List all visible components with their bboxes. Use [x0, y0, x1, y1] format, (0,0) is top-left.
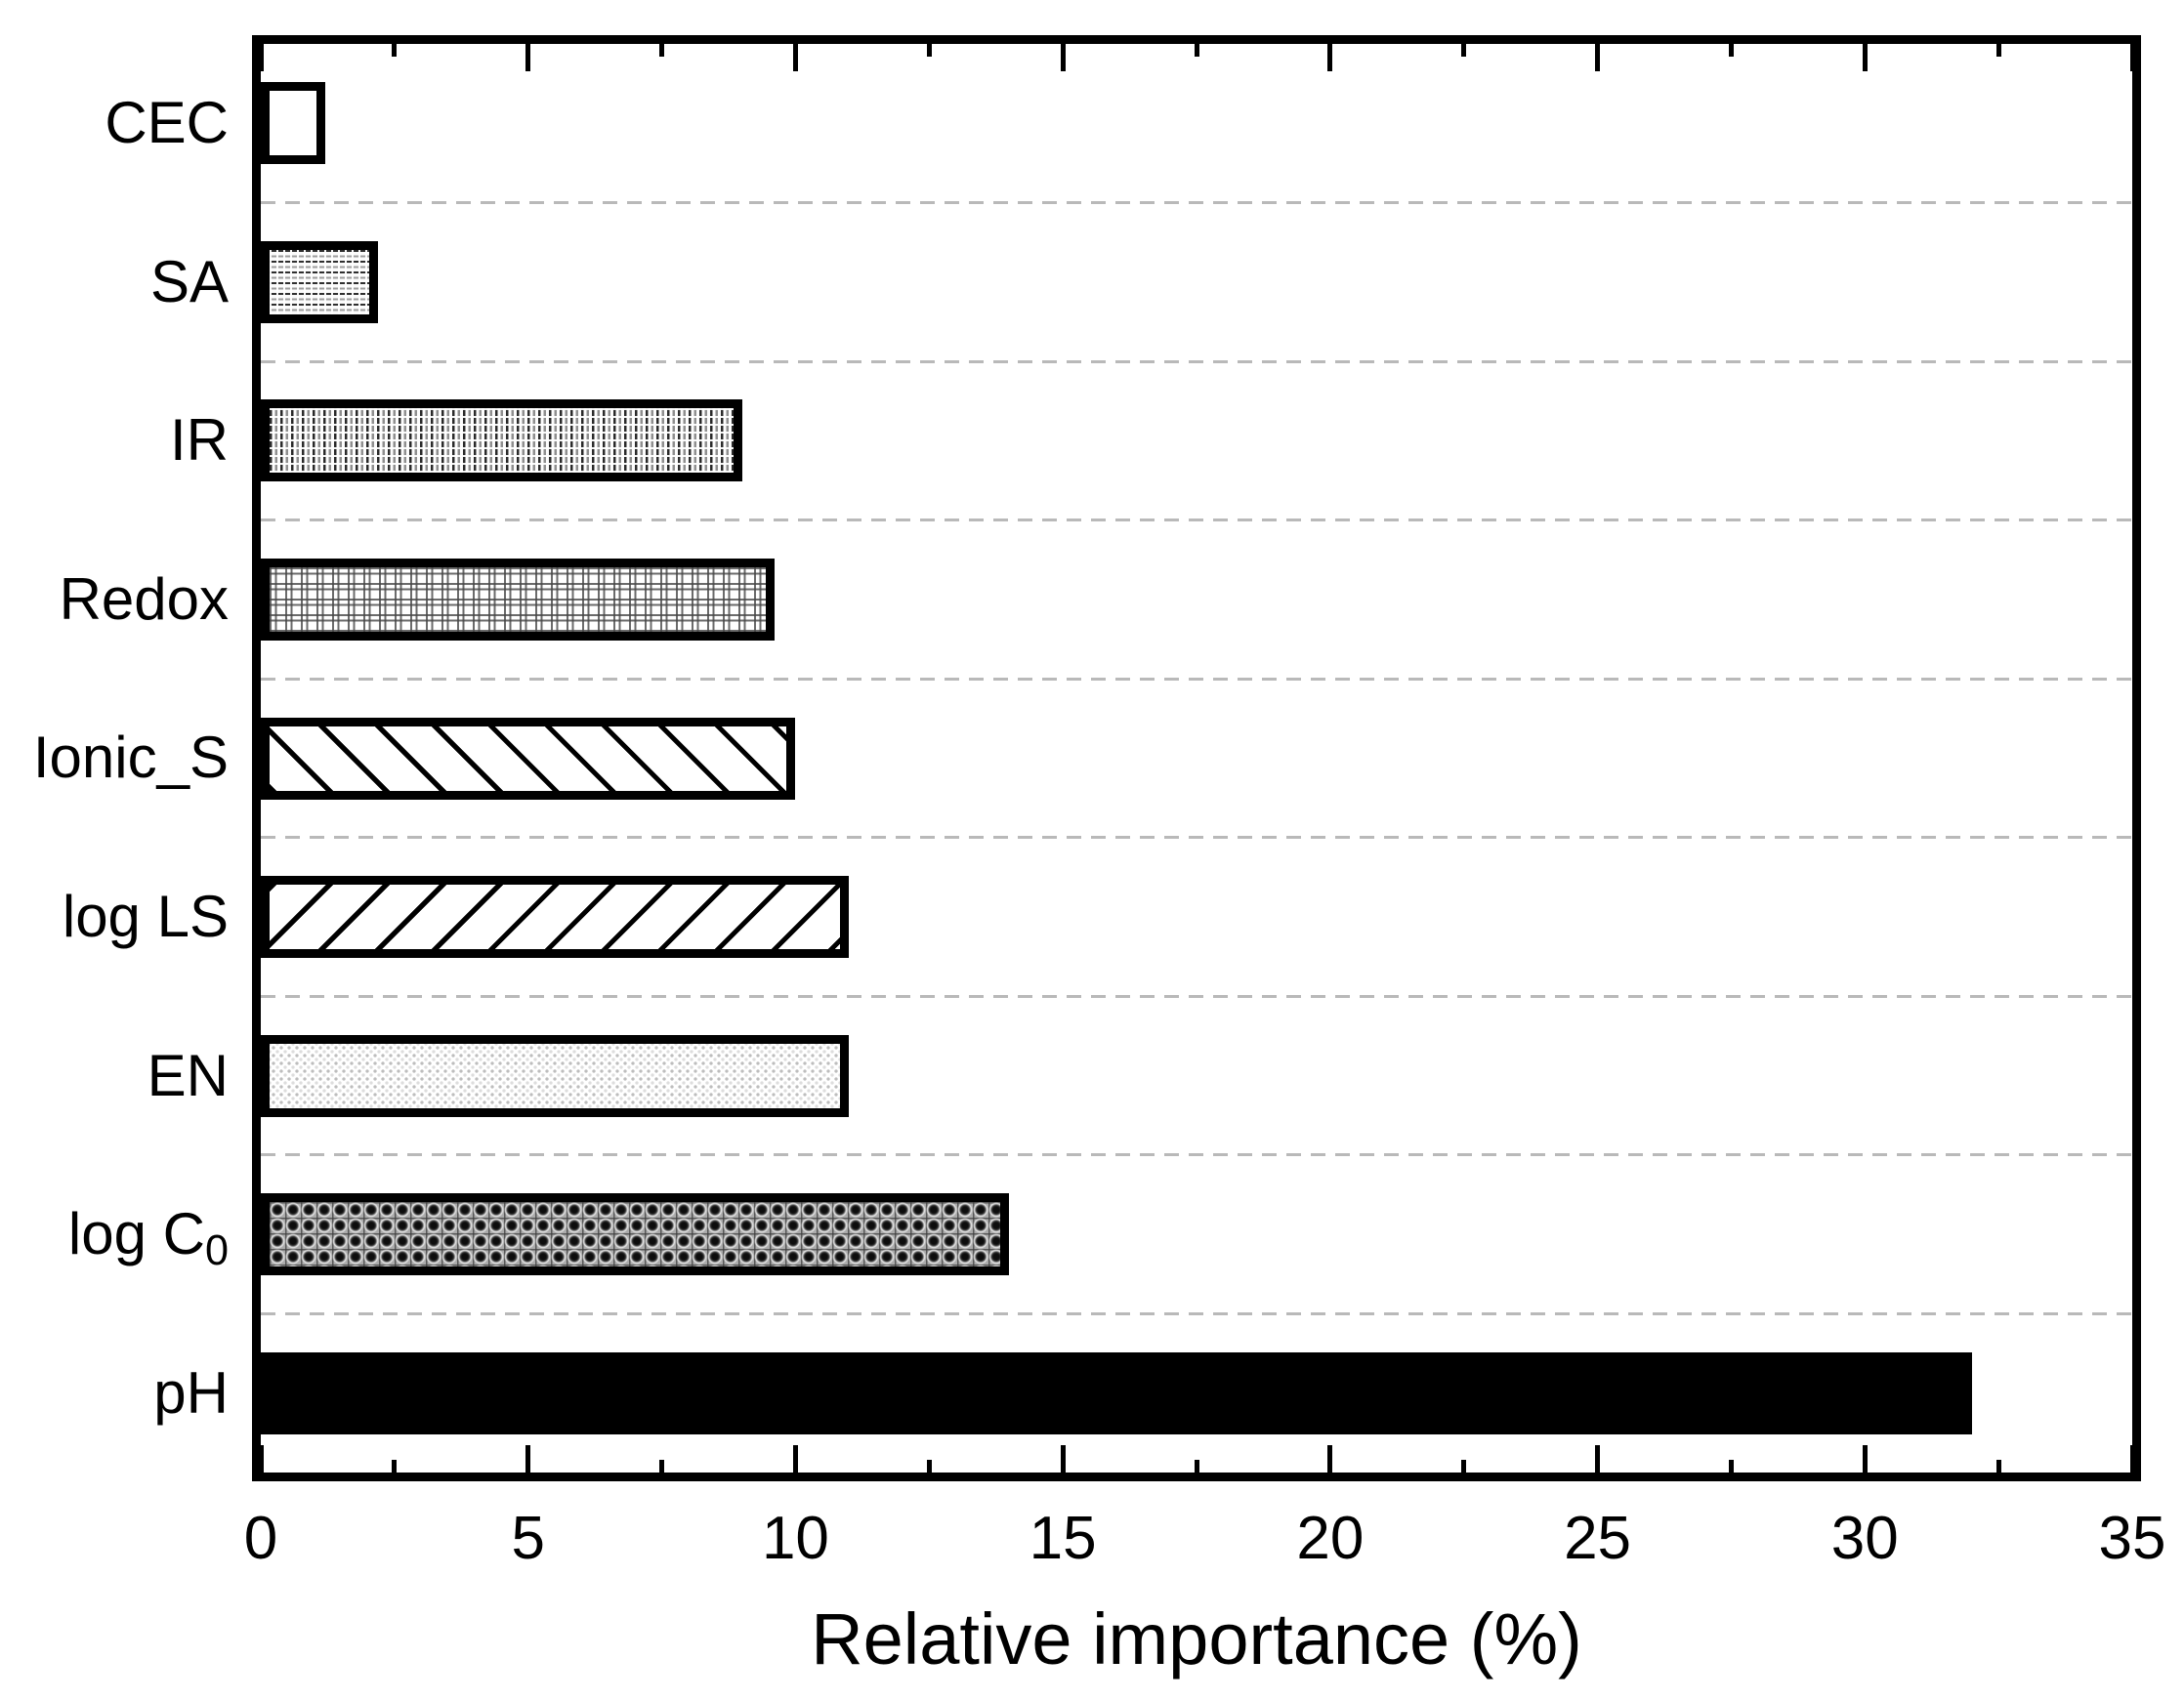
x-axis-major-tick — [261, 44, 264, 71]
category-label: Ionic_S — [0, 679, 229, 838]
x-axis-major-tick — [1595, 1445, 1601, 1473]
x-axis-major-tick — [525, 1445, 531, 1473]
category-label-subscript: 0 — [204, 1226, 229, 1274]
category-label-text: CEC — [105, 90, 229, 156]
x-axis-major-tick — [261, 1445, 264, 1473]
band-separator-line — [261, 677, 2132, 681]
x-axis-minor-tick — [659, 1460, 665, 1473]
bar-log-ls — [261, 876, 849, 959]
x-axis-major-tick — [1862, 1445, 1868, 1473]
x-tick-label: 20 — [1296, 1505, 1365, 1572]
x-axis-major-tick — [1060, 1445, 1066, 1473]
band-separator-line — [261, 359, 2132, 363]
x-axis-major-tick — [792, 44, 798, 71]
band-separator-line — [261, 836, 2132, 840]
category-label-text: Redox — [59, 565, 229, 632]
x-tick-label: 35 — [2098, 1505, 2166, 1572]
bar-cec — [261, 82, 325, 165]
category-label: log LS — [0, 838, 229, 997]
bar-sa — [261, 240, 378, 323]
x-axis-major-tick — [1862, 44, 1868, 71]
category-label-text: log LS — [62, 884, 229, 950]
category-label: SA — [0, 203, 229, 362]
bar-en — [261, 1034, 849, 1117]
x-axis-minor-tick — [392, 1460, 398, 1473]
category-label: EN — [0, 996, 229, 1155]
category-label: log C0 — [0, 1155, 229, 1314]
x-axis-minor-tick — [1728, 1460, 1734, 1473]
plot-inner — [261, 44, 2132, 1473]
x-axis-major-tick — [1595, 44, 1601, 71]
x-axis-minor-tick — [1995, 1460, 2001, 1473]
x-axis-minor-tick — [926, 1460, 932, 1473]
x-tick-label: 0 — [243, 1505, 278, 1572]
x-tick-label: 5 — [511, 1505, 545, 1572]
x-axis-minor-tick — [659, 44, 665, 57]
x-axis-minor-tick — [1194, 44, 1199, 57]
x-axis-major-tick — [1060, 44, 1066, 71]
x-axis-minor-tick — [1461, 1460, 1467, 1473]
bar-ph — [261, 1351, 1972, 1434]
x-axis-minor-tick — [1461, 44, 1467, 57]
category-label: Redox — [0, 520, 229, 680]
category-label-text: IR — [170, 407, 229, 474]
band-separator-line — [261, 1311, 2132, 1315]
bar-log-c0 — [261, 1193, 1009, 1276]
category-label-text: Ionic_S — [32, 725, 229, 791]
x-axis-title: Relative importance (%) — [811, 1598, 1582, 1680]
category-label: pH — [0, 1313, 229, 1473]
category-label: CEC — [0, 44, 229, 203]
category-label: IR — [0, 361, 229, 520]
x-axis-major-tick — [1327, 44, 1333, 71]
x-axis-major-tick — [1327, 1445, 1333, 1473]
x-axis-minor-tick — [1728, 44, 1734, 57]
bar-redox — [261, 558, 775, 641]
category-label-text: log C0 — [67, 1201, 229, 1274]
x-axis-minor-tick — [1194, 1460, 1199, 1473]
category-label-text: SA — [149, 248, 229, 314]
category-label-text: pH — [153, 1359, 229, 1426]
x-axis-minor-tick — [926, 44, 932, 57]
category-label-text: EN — [147, 1042, 229, 1108]
x-axis-minor-tick — [392, 44, 398, 57]
bar-ir — [261, 399, 742, 482]
x-tick-label: 25 — [1564, 1505, 1632, 1572]
x-axis-major-tick — [525, 44, 531, 71]
x-axis-major-tick — [792, 1445, 798, 1473]
x-tick-label: 15 — [1029, 1505, 1097, 1572]
x-tick-label: 30 — [1830, 1505, 1899, 1572]
x-tick-label: 10 — [761, 1505, 829, 1572]
x-axis-major-tick — [2129, 44, 2132, 71]
x-axis-minor-tick — [1995, 44, 2001, 57]
band-separator-line — [261, 519, 2132, 522]
band-separator-line — [261, 1153, 2132, 1157]
band-separator-line — [261, 994, 2132, 998]
x-axis-major-tick — [2129, 1445, 2132, 1473]
bar-ionic-s — [261, 717, 795, 800]
band-separator-line — [261, 201, 2132, 205]
plot-area — [252, 35, 2141, 1481]
